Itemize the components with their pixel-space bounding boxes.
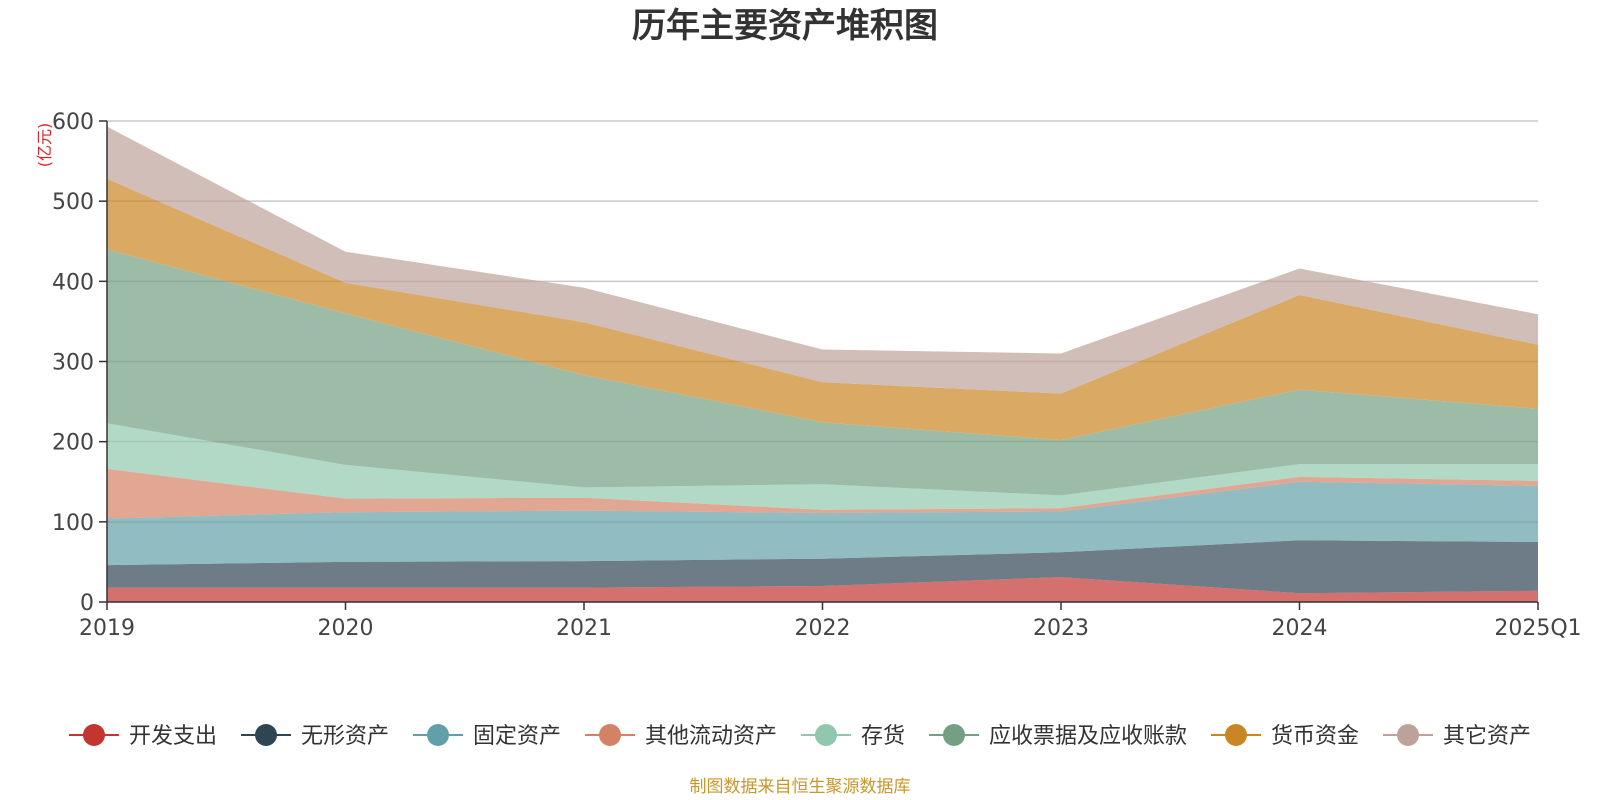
area-series-3 <box>107 468 1538 519</box>
area-series-6 <box>107 178 1538 441</box>
legend-item-0[interactable]: 开发支出 <box>69 724 217 749</box>
legend: 开发支出 无形资产 固定资产 其他流动资产 存货 应收票据及应收账款 货币资金 其它资产 <box>69 724 1531 749</box>
legend-label: 应收票据及应收账款 <box>989 724 1187 749</box>
x-tick-label: 2019 <box>79 616 135 641</box>
x-tick-label: 2022 <box>795 616 851 641</box>
legend-item-4[interactable]: 存货 <box>801 724 905 749</box>
x-tick-label: 2021 <box>556 616 612 641</box>
y-axis-unit: (亿元) <box>35 123 54 168</box>
legend-label: 其他流动资产 <box>645 724 777 749</box>
y-tick-label: 200 <box>52 431 94 456</box>
legend-label: 固定资产 <box>473 724 561 749</box>
legend-label: 无形资产 <box>301 724 389 749</box>
area-series-7 <box>107 126 1538 394</box>
legend-item-6[interactable]: 货币资金 <box>1211 724 1359 749</box>
legend-marker <box>83 724 105 746</box>
area-series-group <box>107 126 1538 602</box>
legend-marker <box>427 724 449 746</box>
y-tick-label: 500 <box>52 190 94 215</box>
legend-item-5[interactable]: 应收票据及应收账款 <box>929 724 1187 749</box>
y-tick-label: 600 <box>52 110 94 135</box>
legend-marker <box>599 724 621 746</box>
legend-marker <box>255 724 277 746</box>
area-series-5 <box>107 249 1538 496</box>
y-tick-label: 400 <box>52 270 94 295</box>
x-tick-label: 2020 <box>318 616 374 641</box>
area-series-4 <box>107 423 1538 510</box>
legend-marker <box>815 724 837 746</box>
legend-label: 货币资金 <box>1271 724 1359 749</box>
y-tick-label: 0 <box>80 591 94 616</box>
area-series-0 <box>107 577 1538 602</box>
area-series-2 <box>107 481 1538 566</box>
area-series-1 <box>107 540 1538 594</box>
legend-marker <box>943 724 965 746</box>
legend-item-7[interactable]: 其它资产 <box>1383 724 1531 749</box>
legend-item-3[interactable]: 其他流动资产 <box>585 724 777 749</box>
y-tick-label: 300 <box>52 351 94 376</box>
legend-marker <box>1225 724 1247 746</box>
legend-item-2[interactable]: 固定资产 <box>413 724 561 749</box>
y-tick-label: 100 <box>52 511 94 536</box>
x-tick-label: 2025Q1 <box>1494 616 1581 641</box>
x-tick-label: 2024 <box>1272 616 1328 641</box>
legend-label: 存货 <box>861 724 905 749</box>
axes: 0 100 200 300 400 500 600 2019 2020 2021 2022 2023 2… <box>52 110 1582 641</box>
legend-marker <box>1397 724 1419 746</box>
legend-item-1[interactable]: 无形资产 <box>241 724 389 749</box>
chart-title: 历年主要资产堆积图 <box>632 6 938 46</box>
x-tick-label: 2023 <box>1033 616 1089 641</box>
legend-label: 其它资产 <box>1443 724 1531 749</box>
legend-label: 开发支出 <box>129 724 217 749</box>
data-source-note: 制图数据来自恒生聚源数据库 <box>690 777 911 797</box>
